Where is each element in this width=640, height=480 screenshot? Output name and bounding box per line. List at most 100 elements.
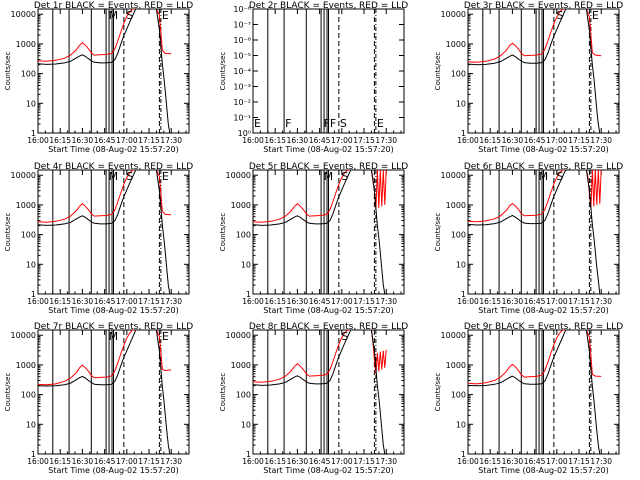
marker-label: M xyxy=(109,9,119,22)
y-tick-label: 100 xyxy=(451,391,466,400)
x-tick-label: 16:30 xyxy=(72,457,94,466)
y-tick-label: 10⁻⁷ xyxy=(233,21,251,30)
y-tick-label: 10000 xyxy=(441,171,466,180)
y-tick-label: 1 xyxy=(246,290,251,299)
marker-label: E xyxy=(254,117,261,130)
marker-label: S xyxy=(341,170,348,183)
x-tick-label: 16:45 xyxy=(524,457,546,466)
y-tick-label: 10000 xyxy=(226,331,251,340)
x-tick-label: 16:15 xyxy=(49,136,71,145)
marker-label: S xyxy=(126,9,133,22)
x-tick-label: 17:15 xyxy=(568,297,590,306)
x-tick-label: 16:00 xyxy=(27,297,49,306)
y-tick-label: 100 xyxy=(451,231,466,240)
panel-det-8r: Det 8r BLACK = Events, RED = LLD Counts/s… xyxy=(219,322,408,475)
y-tick-label: 1000 xyxy=(446,361,466,370)
events-line xyxy=(253,330,386,454)
panel-title: Det 3r BLACK = Events, RED = LLD xyxy=(464,1,623,11)
x-tick-label: 16:45 xyxy=(94,297,116,306)
events-line xyxy=(468,170,601,294)
x-tick-label: 16:00 xyxy=(242,136,264,145)
x-tick-label: 16:45 xyxy=(309,297,331,306)
x-axis-label: Start Time (08-Aug-02 15:57:20) xyxy=(48,306,179,315)
x-tick-label: 17:30 xyxy=(375,457,397,466)
panel-title: Det 7r BLACK = Events, RED = LLD xyxy=(34,322,193,332)
x-tick-label: 16:45 xyxy=(309,136,331,145)
panel-det-1r: Det 1r BLACK = Events, RED = LLD Counts/s… xyxy=(4,1,193,154)
y-tick-label: 100 xyxy=(236,231,251,240)
y-tick-label: 10⁻² xyxy=(233,98,251,107)
panel-title: Det 2r BLACK = Events, RED = LLD xyxy=(249,1,408,11)
x-tick-label: 16:00 xyxy=(457,297,479,306)
x-axis-label: Start Time (08-Aug-02 15:57:20) xyxy=(263,306,394,315)
lld-line xyxy=(38,330,172,386)
marker-label: E xyxy=(592,9,599,22)
y-tick-label: 1000 xyxy=(16,201,36,210)
x-tick-label: 17:00 xyxy=(546,457,568,466)
events-line xyxy=(253,170,386,294)
marker-label: M xyxy=(539,170,549,183)
x-tick-label: 16:45 xyxy=(94,457,116,466)
panel-title: Det 9r BLACK = Events, RED = LLD xyxy=(464,322,623,332)
marker-label: M xyxy=(109,170,119,183)
y-axis-label: Counts/sec xyxy=(434,213,442,252)
y-tick-label: 10 xyxy=(241,260,251,269)
x-axis-label: Start Time (08-Aug-02 15:57:20) xyxy=(48,145,179,154)
x-tick-label: 16:00 xyxy=(457,457,479,466)
x-axis-label: Start Time (08-Aug-02 15:57:20) xyxy=(478,145,609,154)
lld-line xyxy=(468,9,602,63)
y-tick-label: 1000 xyxy=(446,201,466,210)
y-tick-label: 10 xyxy=(26,420,36,429)
y-tick-label: 1 xyxy=(461,450,466,459)
x-tick-label: 17:30 xyxy=(160,457,182,466)
y-tick-label: 1 xyxy=(31,129,36,138)
x-tick-label: 17:00 xyxy=(116,457,138,466)
y-axis-label: Counts/sec xyxy=(4,373,12,412)
marker-label: E xyxy=(162,9,169,22)
panel-title: Det 6r BLACK = Events, RED = LLD xyxy=(464,162,623,172)
y-axis-label: Counts/sec xyxy=(219,213,227,252)
marker-label: E xyxy=(377,117,384,130)
marker-label: S xyxy=(340,117,347,130)
marker-label: S xyxy=(556,9,563,22)
y-tick-label: 1000 xyxy=(446,40,466,49)
lld-line xyxy=(468,170,602,223)
y-tick-label: 10000 xyxy=(226,171,251,180)
y-tick-label: 1 xyxy=(31,450,36,459)
x-tick-label: 16:30 xyxy=(502,136,524,145)
y-axis-label: Counts/sec xyxy=(434,373,442,412)
x-tick-label: 17:15 xyxy=(353,457,375,466)
y-tick-label: 1 xyxy=(461,129,466,138)
x-tick-label: 16:30 xyxy=(287,457,309,466)
events-line xyxy=(38,9,171,133)
x-tick-label: 16:00 xyxy=(242,297,264,306)
x-tick-label: 17:00 xyxy=(546,297,568,306)
x-tick-label: 17:00 xyxy=(331,457,353,466)
marker-label: S xyxy=(556,170,563,183)
panel-title: Det 4r BLACK = Events, RED = LLD xyxy=(34,162,193,172)
y-tick-label: 100 xyxy=(21,391,36,400)
y-tick-label: 10000 xyxy=(11,10,36,19)
x-tick-label: 17:30 xyxy=(160,136,182,145)
y-tick-label: 1 xyxy=(31,290,36,299)
y-tick-label: 10000 xyxy=(11,331,36,340)
y-axis-label: Counts/sec xyxy=(219,373,227,412)
x-tick-label: 16:00 xyxy=(242,457,264,466)
marker-label: E xyxy=(162,330,169,343)
y-tick-label: 10⁰ xyxy=(238,129,251,138)
y-tick-label: 10⁻⁸ xyxy=(233,5,251,14)
panel-title: Det 1r BLACK = Events, RED = LLD xyxy=(34,1,193,11)
x-tick-label: 16:15 xyxy=(264,457,286,466)
lld-line xyxy=(253,170,387,223)
x-tick-label: 17:15 xyxy=(353,136,375,145)
x-tick-label: 17:00 xyxy=(331,297,353,306)
y-tick-label: 10⁻³ xyxy=(233,83,251,92)
panel-det-9r: Det 9r BLACK = Events, RED = LLD Counts/s… xyxy=(434,322,623,475)
y-tick-label: 1000 xyxy=(231,201,251,210)
x-tick-label: 17:15 xyxy=(138,136,160,145)
marker-label: E xyxy=(162,170,169,183)
x-tick-label: 17:15 xyxy=(568,457,590,466)
x-tick-label: 16:30 xyxy=(502,457,524,466)
x-tick-label: 16:15 xyxy=(479,297,501,306)
